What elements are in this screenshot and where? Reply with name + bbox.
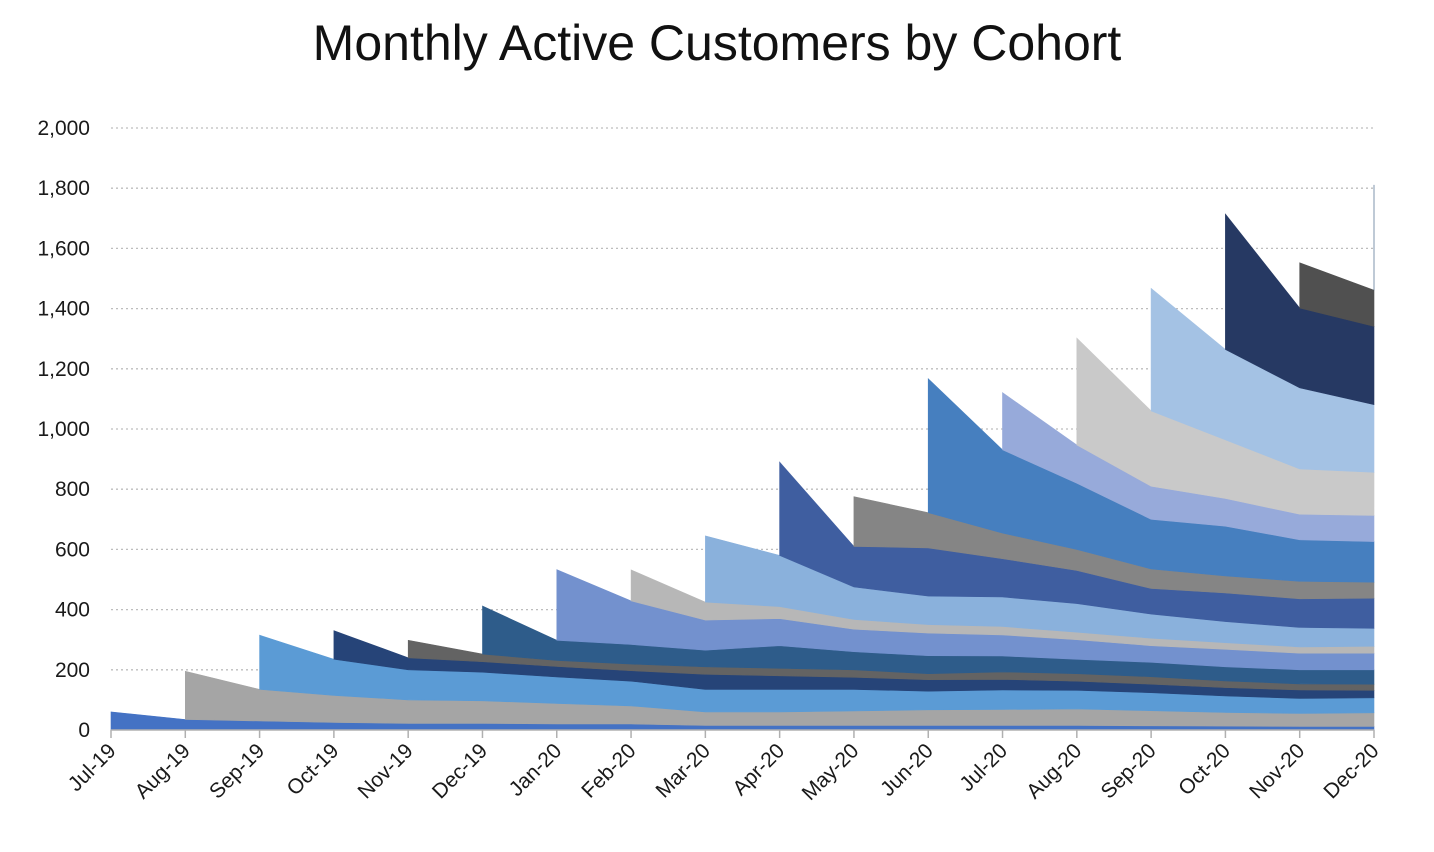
y-tick-label: 400 (55, 599, 90, 622)
y-tick-label: 1,600 (37, 237, 90, 260)
area-series-17 (1299, 262, 1375, 327)
x-tick-label: Jul-20 (955, 739, 1012, 796)
y-tick-label: 200 (55, 659, 90, 682)
x-tick-label: Nov-19 (354, 739, 418, 803)
x-tick-label: Jul-19 (64, 739, 121, 796)
x-tick-label: Sep-20 (1097, 739, 1161, 803)
y-tick-label: 1,800 (37, 177, 90, 200)
x-tick-label: Oct-20 (1174, 739, 1235, 800)
x-tick-label: Dec-19 (428, 739, 492, 803)
x-tick-label: Nov-20 (1245, 739, 1309, 803)
x-tick-label: Dec-20 (1319, 739, 1383, 803)
x-tick-label: Oct-19 (283, 739, 344, 800)
y-tick-label: 2,000 (37, 117, 90, 140)
y-tick-label: 600 (55, 538, 90, 561)
y-tick-label: 1,200 (37, 358, 90, 381)
x-tick-label: May-20 (798, 739, 864, 805)
x-tick-label: Aug-19 (131, 739, 195, 803)
x-tick-label: Sep-19 (205, 739, 269, 803)
x-tick-label: Jan-20 (505, 739, 567, 801)
x-tick-label: Aug-20 (1022, 739, 1086, 803)
y-tick-label: 0 (78, 719, 90, 742)
y-tick-label: 1,000 (37, 418, 90, 441)
x-tick-label: Mar-20 (652, 739, 715, 802)
y-tick-label: 800 (55, 478, 90, 501)
chart-title: Monthly Active Customers by Cohort (312, 15, 1122, 71)
y-tick-label: 1,400 (37, 298, 90, 321)
x-tick-label: Apr-20 (728, 739, 789, 800)
x-tick-label: Feb-20 (577, 739, 640, 802)
x-tick-label: Jun-20 (876, 739, 938, 801)
